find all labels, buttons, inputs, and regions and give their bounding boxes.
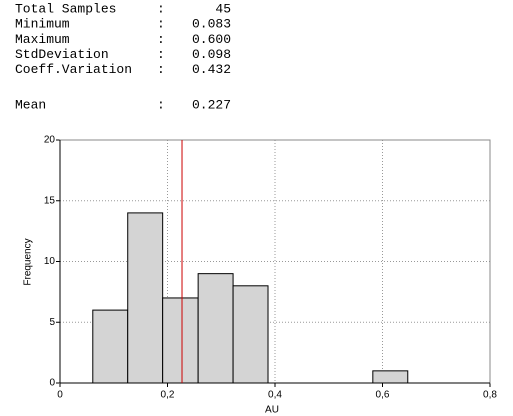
stat-value: 45	[215, 1, 231, 16]
stat-separator: :	[157, 47, 165, 62]
x-tick-label: 0,6	[376, 390, 390, 401]
stat-label: Maximum	[15, 32, 70, 47]
y-axis-label: Frequency	[23, 238, 34, 285]
bar	[162, 297, 199, 384]
stat-value: 0.098	[192, 47, 231, 62]
y-tick-label: 15	[44, 195, 56, 206]
y-tick-label: 5	[49, 317, 55, 328]
mean-separator: :	[157, 97, 165, 112]
y-tick-label: 0	[49, 378, 55, 389]
bar	[372, 370, 409, 384]
bar	[92, 309, 129, 384]
y-tick-label: 20	[44, 135, 56, 146]
stat-label: StdDeviation	[15, 47, 109, 62]
stat-label: Coeff.Variation	[15, 62, 132, 77]
mean-value: 0.227	[192, 97, 231, 112]
x-axis-label: AU	[265, 405, 279, 416]
stat-separator: :	[157, 17, 165, 32]
x-tick-label: 0,8	[483, 390, 497, 401]
x-tick-label: 0,4	[268, 390, 282, 401]
stat-value: 0.432	[192, 62, 231, 77]
stat-separator: :	[157, 32, 165, 47]
stat-value: 0.083	[192, 17, 231, 32]
stat-separator: :	[157, 1, 165, 16]
x-tick-label: 0,2	[161, 390, 175, 401]
stat-label: Total Samples	[15, 1, 116, 16]
bar	[232, 285, 269, 384]
bar	[127, 212, 164, 384]
stat-value: 0.600	[192, 32, 231, 47]
bar	[197, 273, 234, 384]
stat-label: Minimum	[15, 17, 70, 32]
mean-label: Mean	[15, 97, 46, 112]
y-tick-label: 10	[44, 256, 56, 267]
x-tick-label: 0	[57, 390, 63, 401]
stat-separator: :	[157, 62, 165, 77]
